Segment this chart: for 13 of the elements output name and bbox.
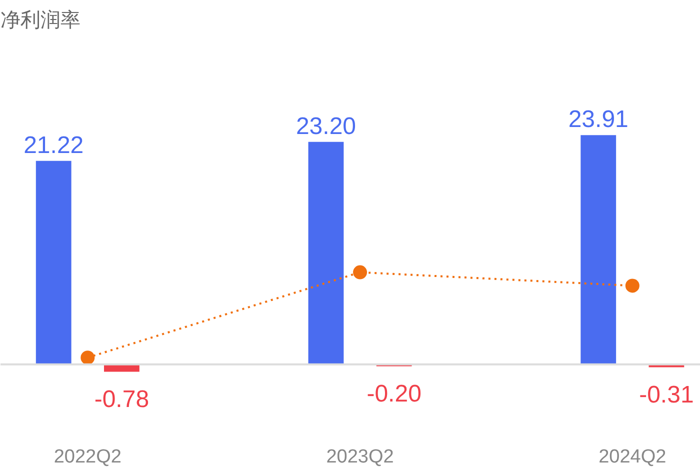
bar <box>36 160 72 364</box>
x-tick-label: 2022Q2 <box>54 446 122 468</box>
data-label: 21.22 <box>24 132 84 159</box>
bar <box>580 135 616 364</box>
chart-title: 净利润率 <box>0 8 80 32</box>
data-label: -0.31 <box>639 381 694 408</box>
x-tick-label: 2023Q2 <box>326 446 394 468</box>
data-label: -0.78 <box>94 386 150 413</box>
x-tick-label: 2024Q2 <box>598 446 666 468</box>
bar <box>308 142 344 364</box>
data-label: 23.91 <box>568 106 628 134</box>
data-label: -0.20 <box>366 380 422 408</box>
data-label: 23.20 <box>296 112 356 140</box>
